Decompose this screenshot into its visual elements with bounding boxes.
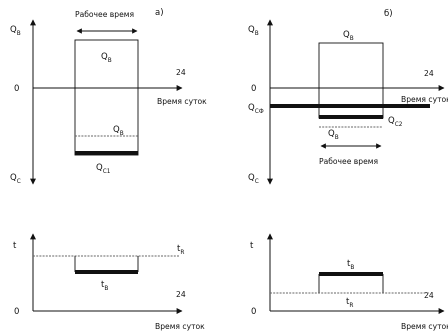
panel-c-tb-label: tВ xyxy=(101,280,108,292)
panel-b-qb-axis-label: QВ xyxy=(248,25,259,37)
panel-c-tr-label: tR xyxy=(177,244,184,256)
panel-a-zero-label: 0 xyxy=(14,84,19,94)
panel-a: а) QВ QС 0 24 Время суток Рабочее время … xyxy=(10,8,207,185)
panel-c-zero-label: 0 xyxy=(14,307,19,317)
panel-b-zero-label: 0 xyxy=(251,84,256,94)
panel-b-work-time-label: Рабочее время xyxy=(319,157,378,166)
panel-d-hour24-label: 24 xyxy=(424,291,434,300)
panel-d-tr-label: tR xyxy=(346,297,353,309)
panel-a-qc1-label: QС1 xyxy=(96,163,111,175)
panel-d-time-axis-label: Время суток xyxy=(401,322,448,331)
panel-b-qc2-label: QС2 xyxy=(388,116,403,128)
panel-b-qb-box-label: QВ xyxy=(343,30,354,42)
panel-d-tb-label: tВ xyxy=(347,259,354,271)
panel-a-tag: а) xyxy=(155,8,164,18)
panel-c-hour24-label: 24 xyxy=(176,290,186,299)
panel-b-qb-line-label: QВ xyxy=(328,129,339,141)
panel-a-qb-axis-label: QВ xyxy=(10,25,21,37)
panel-b-qc-axis-label: QС xyxy=(248,173,259,185)
panel-b: б) QВ QС 0 24 Время суток QВ QСФ QС2 QВ … xyxy=(248,9,448,185)
panel-a-time-axis-label: Время суток xyxy=(157,97,207,106)
panel-a-hour24-label: 24 xyxy=(176,68,186,77)
panel-c-t-axis-label: t xyxy=(13,241,17,251)
panel-b-qcf-label: QСФ xyxy=(248,103,264,115)
panel-d-t-axis-label: t xyxy=(250,241,254,251)
panel-b-time-axis-label: Время суток xyxy=(401,95,448,104)
panel-a-qb-line-label: QВ xyxy=(113,125,124,137)
panel-b-tag: б) xyxy=(384,9,393,19)
panel-a-qb-box-label: QВ xyxy=(101,52,112,64)
panel-a-work-time-label: Рабочее время xyxy=(75,10,134,19)
panel-c: t 0 24 Время суток tR tВ xyxy=(13,233,205,331)
panel-d: t 0 24 Время суток tВ tR xyxy=(250,233,448,331)
panel-a-qc-axis-label: QС xyxy=(10,173,21,185)
panel-d-zero-label: 0 xyxy=(251,307,256,317)
panel-b-hour24-label: 24 xyxy=(424,69,434,78)
panel-c-time-axis-label: Время суток xyxy=(155,322,205,331)
